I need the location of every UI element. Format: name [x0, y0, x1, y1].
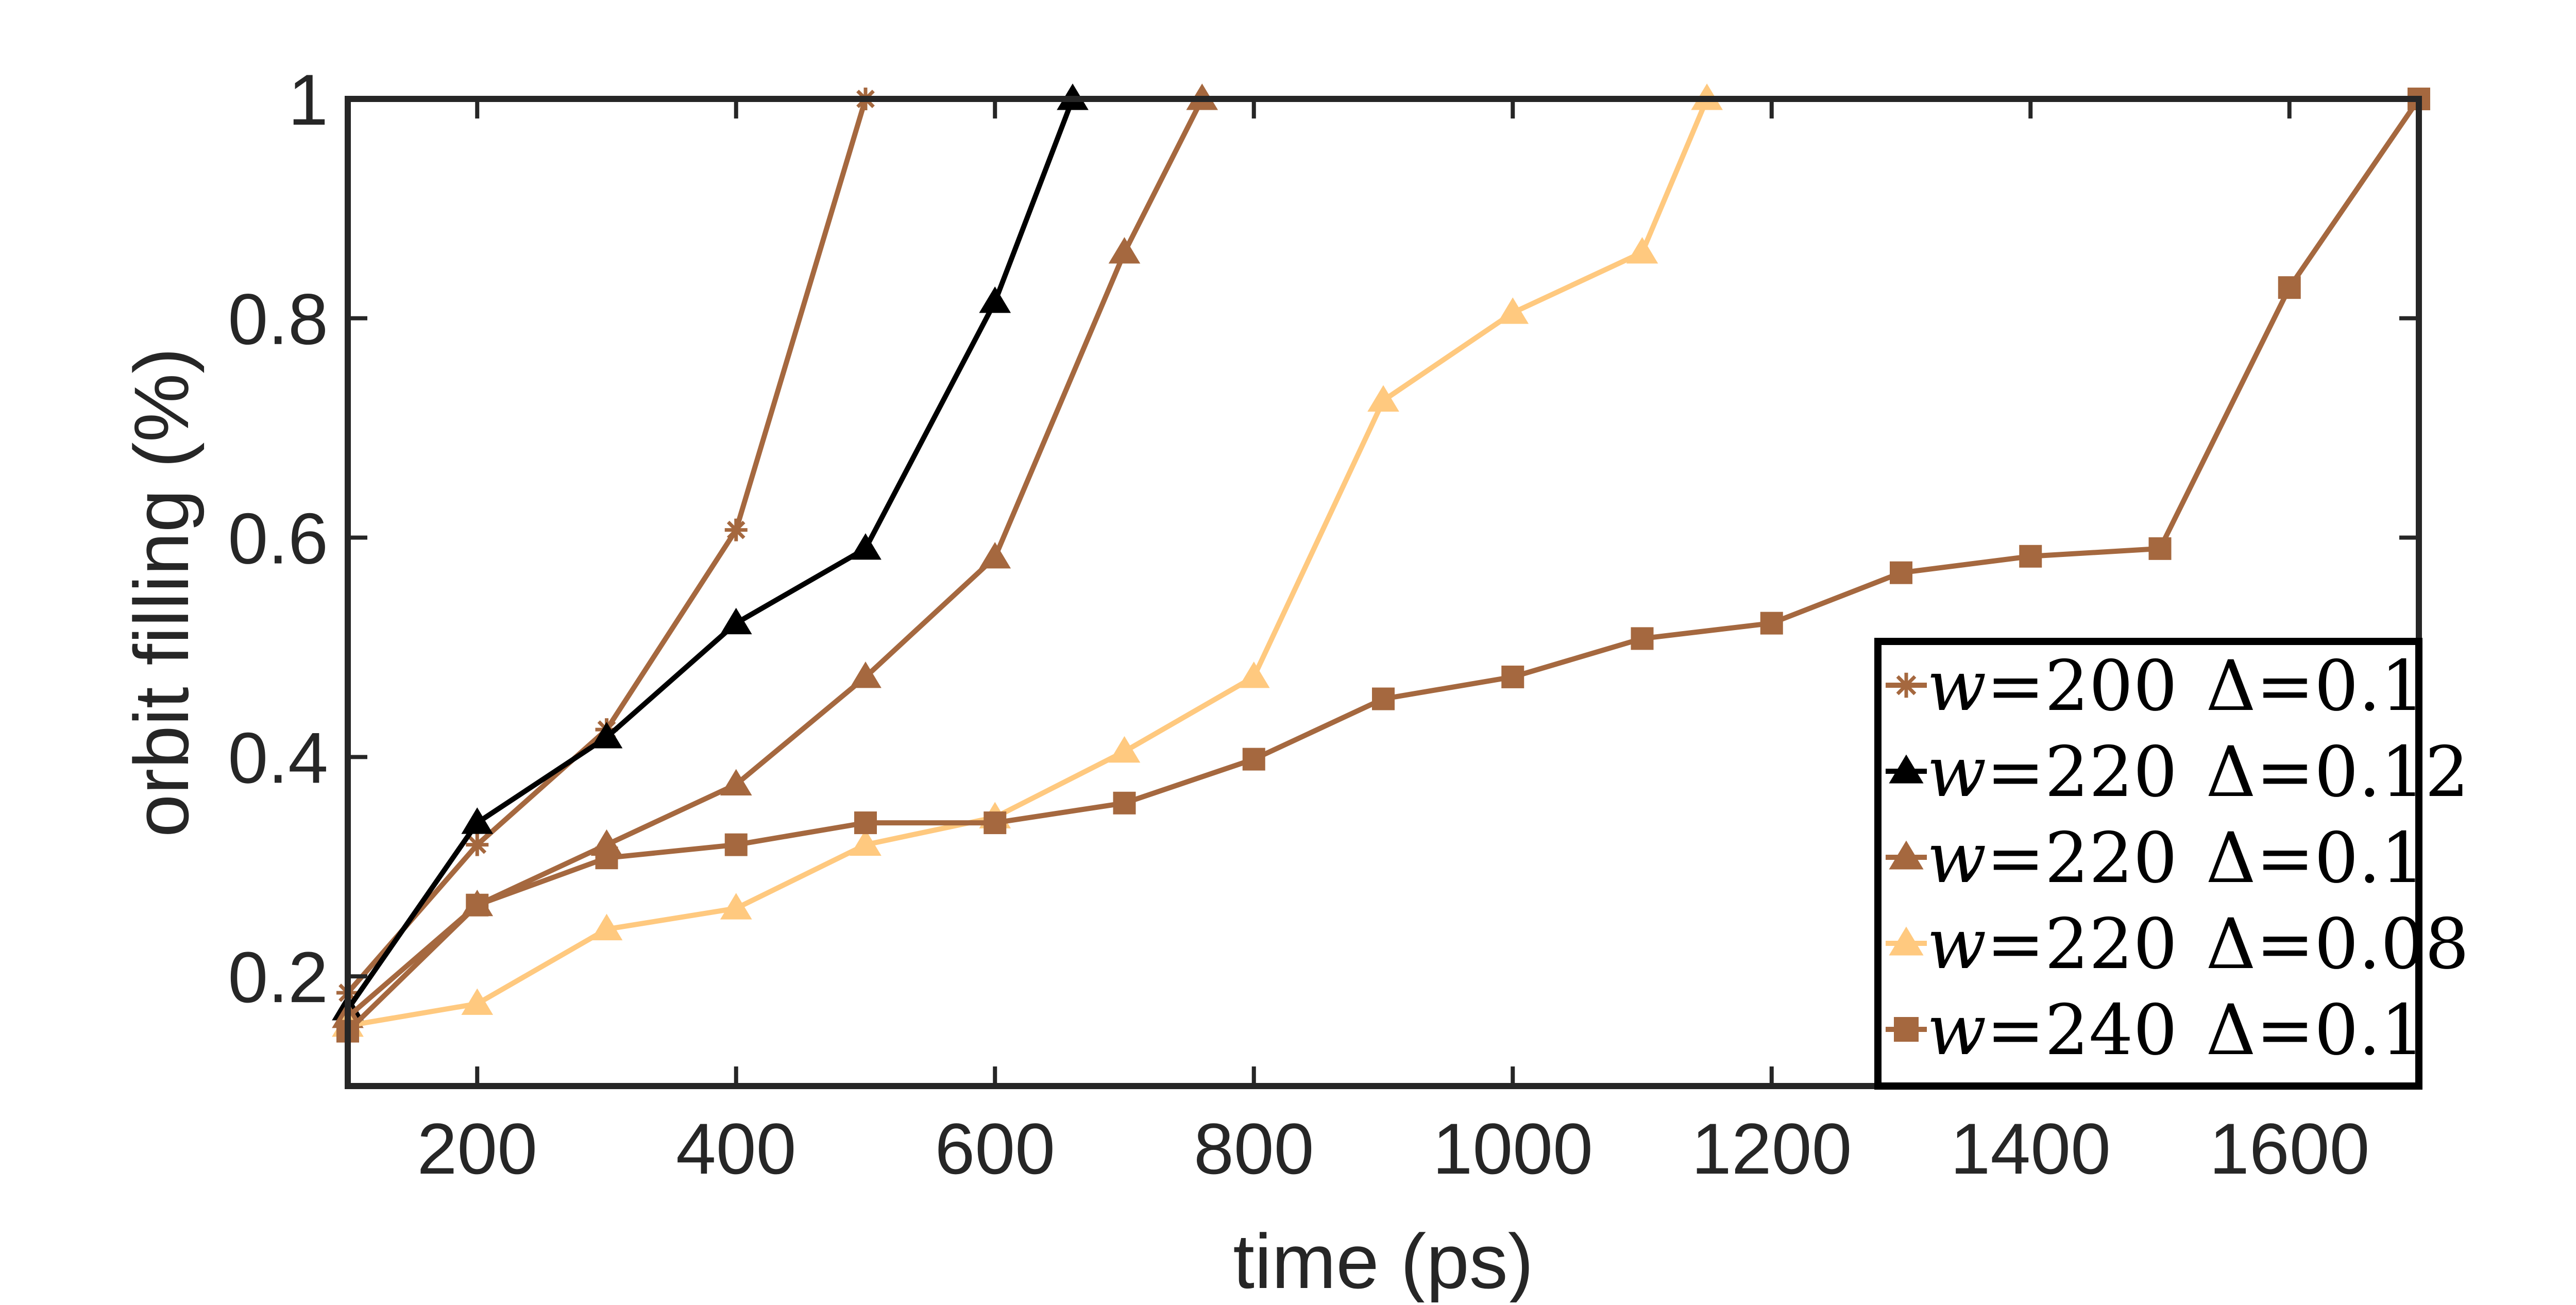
- data-point-square: [724, 833, 748, 856]
- y-axis-label: orbit filling (%): [118, 348, 205, 837]
- x-tick-label: 1400: [1951, 1108, 2111, 1189]
- data-point-triangle: [1108, 736, 1141, 763]
- legend-entry: w=200 Δ=0.1: [1886, 646, 2425, 726]
- legend-entry: w=220 Δ=0.08: [1886, 904, 2469, 985]
- y-tick-label: 0.4: [228, 717, 328, 798]
- data-point-triangle: [1626, 237, 1658, 264]
- x-tick-label: 600: [935, 1108, 1055, 1189]
- x-tick-label: 800: [1194, 1108, 1314, 1189]
- y-tick-label: 0.2: [228, 937, 328, 1018]
- x-axis-label: time (ps): [1233, 1218, 1533, 1302]
- data-point-square: [984, 811, 1007, 835]
- data-point-triangle: [720, 893, 752, 920]
- data-point-triangle: [720, 769, 752, 796]
- data-point-triangle: [720, 607, 752, 635]
- data-point-square: [2019, 545, 2042, 568]
- x-tick-label: 200: [417, 1108, 537, 1189]
- x-tick-label: 1200: [1691, 1108, 1852, 1189]
- data-point-triangle: [1889, 754, 1924, 784]
- data-point-square: [854, 811, 877, 835]
- data-point-triangle: [850, 662, 882, 688]
- data-point-star: [1893, 672, 1919, 698]
- data-point-square: [1242, 748, 1265, 771]
- legend-entry: w=220 Δ=0.12: [1886, 732, 2469, 812]
- data-point-triangle: [1889, 840, 1924, 870]
- data-point-triangle: [979, 286, 1011, 313]
- x-tick-label: 1600: [2209, 1108, 2369, 1189]
- data-point-triangle: [590, 722, 623, 749]
- data-point-triangle: [1497, 297, 1529, 324]
- data-point-square: [466, 893, 489, 917]
- legend-label: w=240 Δ=0.1: [1927, 990, 2425, 1071]
- data-point-square: [1372, 687, 1395, 710]
- series-line: [347, 98, 1709, 1028]
- data-point-square: [1501, 665, 1524, 688]
- data-point-triangle: [850, 829, 882, 856]
- legend-entry: w=240 Δ=0.1: [1886, 990, 2425, 1071]
- legend-label: w=220 Δ=0.12: [1927, 732, 2469, 812]
- y-tick-label: 0.6: [228, 498, 328, 579]
- data-point-square: [1894, 1017, 1919, 1042]
- data-point-triangle: [1238, 662, 1270, 688]
- legend-label: w=220 Δ=0.1: [1927, 818, 2425, 899]
- data-point-star: [724, 518, 748, 541]
- y-tick-label: 0.8: [228, 279, 328, 360]
- data-point-triangle: [979, 541, 1011, 569]
- data-point-triangle: [850, 533, 882, 560]
- data-point-square: [2278, 276, 2301, 299]
- x-tick-label: 1000: [1433, 1108, 1593, 1189]
- data-point-triangle: [1367, 385, 1399, 412]
- data-point-square: [1631, 627, 1654, 650]
- legend-box: [1874, 638, 2422, 1090]
- data-point-star: [466, 833, 489, 856]
- data-point-triangle: [461, 988, 494, 1015]
- y-tick-label: 1: [288, 59, 328, 140]
- data-point-square: [2148, 537, 2172, 560]
- data-point-triangle: [1889, 926, 1924, 956]
- x-tick-label: 400: [676, 1108, 796, 1189]
- data-point-square: [1113, 791, 1136, 815]
- legend-entry: w=220 Δ=0.1: [1886, 818, 2425, 899]
- data-point-square: [1890, 561, 1912, 584]
- series-5: [336, 88, 2430, 1043]
- data-point-square: [595, 846, 618, 870]
- data-point-triangle: [590, 913, 623, 941]
- data-point-square: [1760, 612, 1783, 635]
- legend-label: w=200 Δ=0.1: [1927, 646, 2425, 726]
- legend-label: w=220 Δ=0.08: [1927, 904, 2469, 985]
- data-point-triangle: [461, 807, 494, 834]
- data-point-triangle: [1108, 237, 1141, 264]
- plot-frame: [345, 96, 2422, 1089]
